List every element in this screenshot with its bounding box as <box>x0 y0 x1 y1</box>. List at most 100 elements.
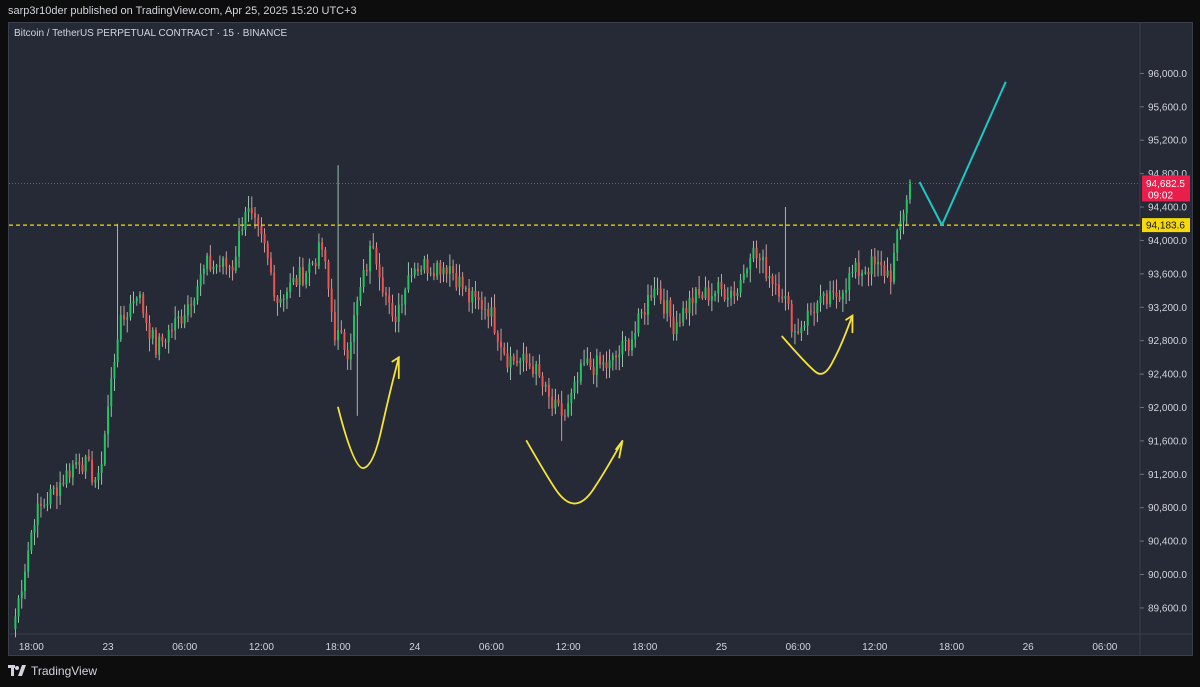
candle-body <box>576 381 579 383</box>
candle-body <box>340 330 343 333</box>
y-tick-label: 94,800.0 <box>1148 169 1187 180</box>
candle-body <box>263 234 266 244</box>
candle-body <box>276 296 279 303</box>
x-tick-label: 12:00 <box>556 642 581 653</box>
annotation-curve-3[interactable] <box>781 314 854 375</box>
candle-body <box>717 282 720 294</box>
x-tick-label: 18:00 <box>19 642 44 653</box>
candle-body <box>845 290 848 293</box>
candle-body <box>154 330 157 355</box>
candle-body <box>365 270 368 272</box>
y-tick-label: 92,800.0 <box>1148 336 1187 347</box>
candle-body <box>260 225 263 235</box>
candle-body <box>410 274 413 276</box>
candle-body <box>675 322 678 335</box>
candle-body <box>682 308 685 323</box>
x-tick-label: 25 <box>716 642 728 653</box>
candle-body <box>477 296 480 301</box>
candle-body <box>247 208 250 213</box>
candle-body <box>634 333 637 340</box>
candle-body <box>59 482 62 497</box>
y-tick-label: 92,000.0 <box>1148 403 1187 414</box>
publisher-line: sarp3r10der published on TradingView.com… <box>8 5 357 17</box>
candle-body <box>547 384 550 397</box>
candle-body <box>356 300 359 316</box>
candle-body <box>244 212 247 230</box>
candle-body <box>733 290 736 296</box>
candle-body <box>586 358 589 363</box>
candle-body <box>400 304 403 306</box>
x-tick-label: 06:00 <box>479 642 504 653</box>
candle-body <box>257 217 260 226</box>
candle-body <box>893 252 895 282</box>
candle-body <box>570 392 573 404</box>
candle-body <box>241 229 244 231</box>
candle-body <box>301 267 304 285</box>
candle-body <box>177 316 180 319</box>
candle-body <box>624 340 627 342</box>
candle-body <box>215 265 218 267</box>
candle-body <box>394 316 397 322</box>
candle-body <box>218 265 221 267</box>
annotation-curve-1[interactable] <box>337 356 400 469</box>
candle-body <box>758 258 761 261</box>
candle-body <box>678 322 681 324</box>
candle-body <box>129 303 132 318</box>
candle-body <box>346 349 349 360</box>
candle-body <box>174 318 177 331</box>
candle-body <box>493 307 496 334</box>
candle-body <box>292 278 295 283</box>
candle-body <box>710 296 713 301</box>
candle-body <box>656 288 659 290</box>
x-tick-label: 26 <box>1023 642 1035 653</box>
candle-body <box>854 262 857 272</box>
candle-body <box>190 304 193 306</box>
candle-body <box>269 258 272 273</box>
candle-body <box>46 504 49 506</box>
candle-body <box>362 270 365 288</box>
candle-body <box>65 470 68 485</box>
candle-body <box>49 489 52 505</box>
y-tick-label: 90,800.0 <box>1148 503 1187 514</box>
candle-body <box>531 366 534 374</box>
level-price-label: 94,183.6 <box>1146 221 1185 232</box>
candle-body <box>273 272 276 297</box>
candle-body <box>27 550 30 572</box>
y-tick-label: 93,600.0 <box>1148 269 1187 280</box>
candle-body <box>867 272 870 275</box>
candle-body <box>87 456 90 460</box>
candle-body <box>567 403 570 416</box>
candle-body <box>484 308 487 310</box>
annotation-curve-2[interactable] <box>525 440 624 505</box>
candle-body <box>535 364 538 374</box>
candle-body <box>739 279 742 293</box>
candle-body <box>68 470 71 478</box>
x-tick-label: 06:00 <box>1092 642 1117 653</box>
candle-body <box>369 245 372 272</box>
candle-body <box>822 293 825 297</box>
candle-body <box>330 288 333 313</box>
candle-body <box>183 315 186 324</box>
candle-body <box>902 213 905 222</box>
candle-body <box>809 310 812 312</box>
candle-body <box>113 362 116 379</box>
tradingview-logo[interactable]: TradingView <box>8 664 97 678</box>
candle-body <box>206 255 209 269</box>
candle-body <box>595 355 598 375</box>
candle-body <box>397 304 400 322</box>
candle-body <box>813 311 816 314</box>
candle-body <box>238 230 241 257</box>
candle-body <box>416 268 419 272</box>
candle-body <box>71 464 74 478</box>
candle-body <box>781 296 784 299</box>
candle-body <box>829 290 832 305</box>
projection-path[interactable] <box>918 81 1007 227</box>
chart-frame[interactable] <box>8 22 1193 656</box>
y-tick-label: 94,000.0 <box>1148 236 1187 247</box>
candle-body <box>500 341 503 348</box>
candle-body <box>448 265 451 274</box>
candle-body <box>528 363 531 367</box>
candle-body <box>385 292 387 296</box>
candle-body <box>496 333 499 342</box>
